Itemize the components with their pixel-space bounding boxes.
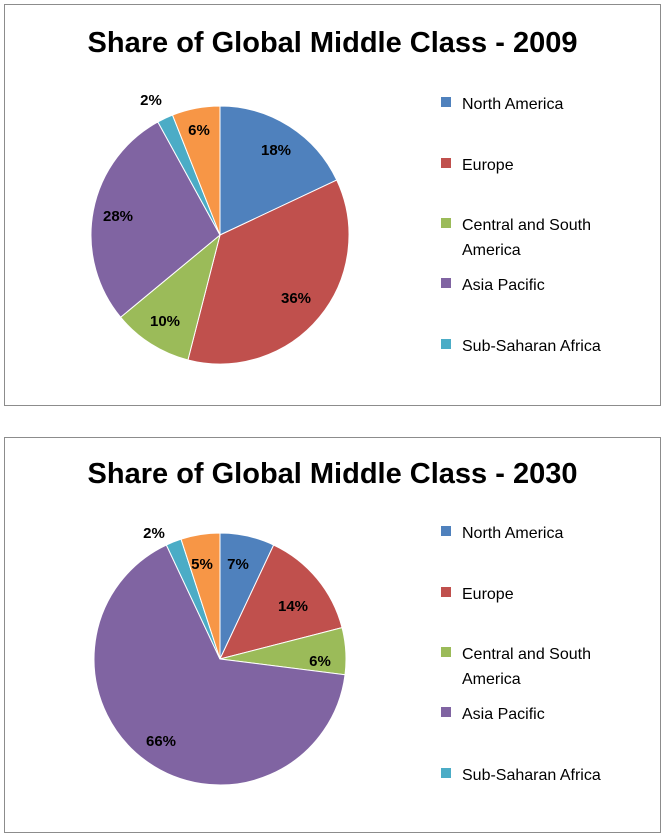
data-label-central-and-south-america: 10% xyxy=(150,313,180,330)
data-label-asia-pacific: 66% xyxy=(146,733,176,750)
legend-swatch xyxy=(441,278,451,288)
pie-slice-europe xyxy=(187,179,350,365)
legend-label: Europe xyxy=(462,586,514,603)
legend-label: Asia Pacific xyxy=(462,706,545,723)
chart-title: Share of Global Middle Class - 2009 xyxy=(87,27,578,59)
pie-slice-other xyxy=(171,105,221,236)
data-label-sub-saharan-africa: 2% xyxy=(140,92,162,109)
data-label-asia-pacific: 28% xyxy=(103,208,133,225)
legend-swatch xyxy=(441,218,451,228)
legend-label: Asia Pacific xyxy=(462,277,545,294)
pie-slice-north-america xyxy=(219,105,338,236)
data-label-north-america: 18% xyxy=(261,142,291,159)
data-label-sub-saharan-africa: 2% xyxy=(143,525,165,542)
pie-slice-other xyxy=(180,532,221,660)
pie-slice-asia-pacific xyxy=(93,544,346,786)
data-label-north-america: 7% xyxy=(227,556,249,573)
data-label-other: 6% xyxy=(188,122,210,139)
legend-label: North America xyxy=(462,525,564,542)
chart-title: Share of Global Middle Class - 2030 xyxy=(87,458,578,490)
pie-chart-2009: 18% 36% 10% 28% 2% 6% xyxy=(90,92,350,365)
legend-label: Central and South America xyxy=(462,646,591,688)
pie-slice-central-and-south-america xyxy=(119,233,221,361)
chart-panel-2009: Share of Global Middle Class - 2009 18% 3… xyxy=(4,4,661,406)
legend-swatch xyxy=(441,647,451,657)
data-label-europe: 36% xyxy=(281,290,311,307)
data-label-europe: 14% xyxy=(278,598,308,615)
legend-label: Sub-Saharan Africa xyxy=(462,767,601,784)
legend-label: Central and South America xyxy=(462,217,591,259)
chart-panel-2030: Share of Global Middle Class - 2030 7% 14… xyxy=(4,437,661,833)
data-label-other: 5% xyxy=(191,556,213,573)
legend-swatch xyxy=(441,768,451,778)
legend-swatch xyxy=(441,158,451,168)
legend-swatch xyxy=(441,707,451,717)
legend-swatch xyxy=(441,587,451,597)
legend-swatch xyxy=(441,526,451,536)
legend-swatch xyxy=(441,97,451,107)
data-label-central-and-south-america: 6% xyxy=(309,653,331,670)
legend-label: Sub-Saharan Africa xyxy=(462,338,601,355)
pie-chart-2030: 7% 14% 6% 66% 2% 5% xyxy=(93,525,347,786)
pie-slice-asia-pacific xyxy=(90,121,221,318)
legend-label: Europe xyxy=(462,157,514,174)
legend-swatch xyxy=(441,339,451,349)
pie-slice-europe xyxy=(219,544,343,660)
legend-label: North America xyxy=(462,96,564,113)
